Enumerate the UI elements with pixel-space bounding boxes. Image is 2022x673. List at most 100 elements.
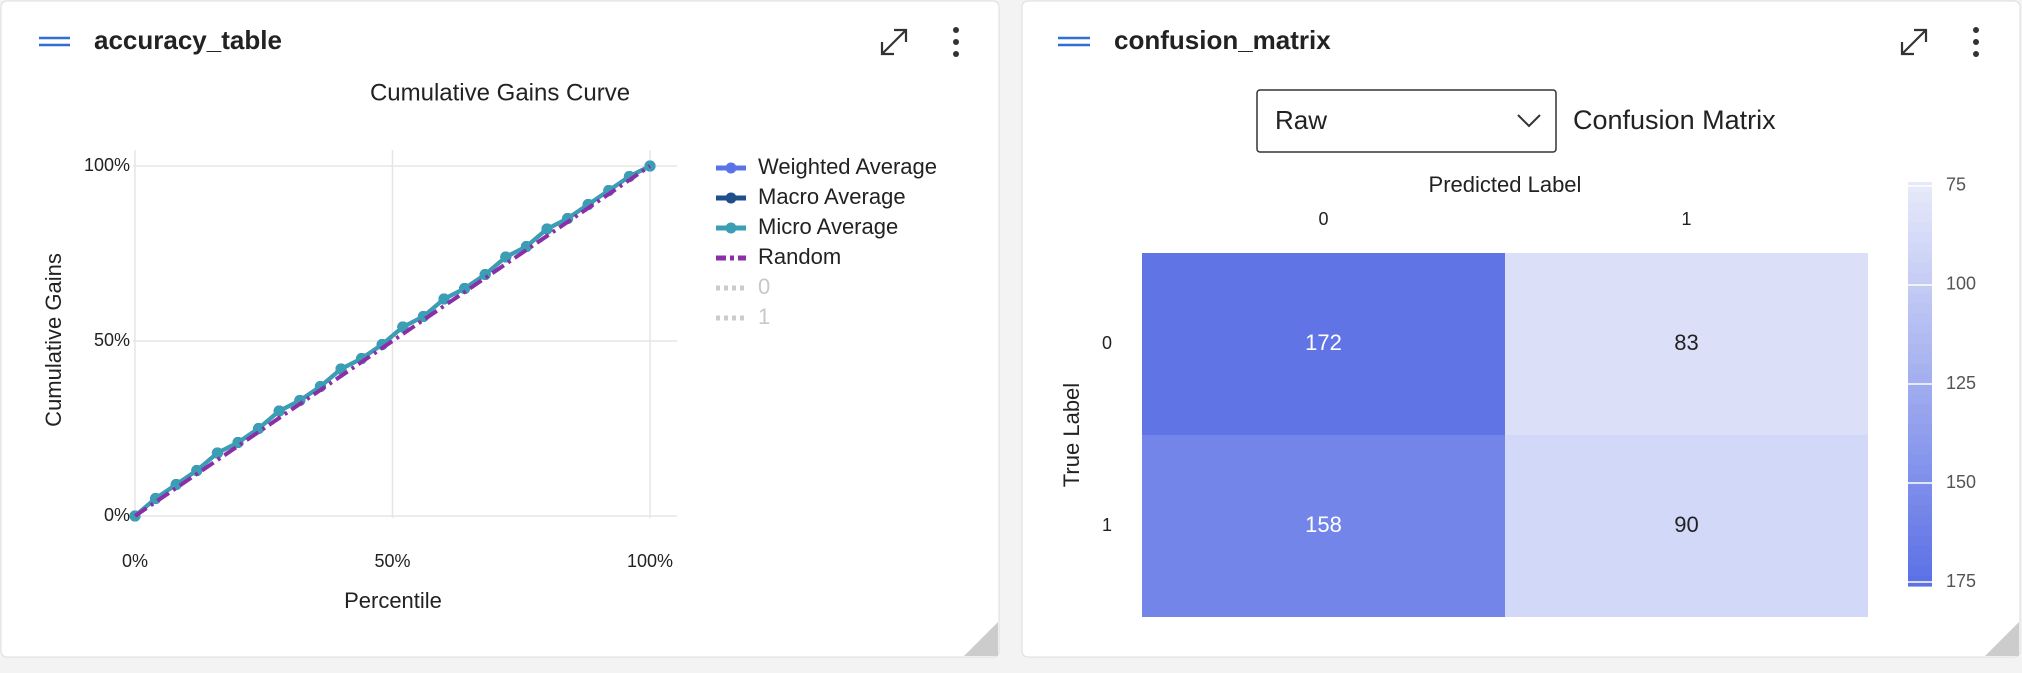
y-axis-label: Cumulative Gains	[41, 253, 66, 427]
marker	[191, 465, 203, 476]
marker	[520, 241, 532, 252]
y-tick-label: 0%	[104, 505, 130, 525]
colorbar-step	[1908, 394, 1932, 405]
colorbar-step	[1908, 535, 1932, 547]
colorbar-step	[1908, 474, 1932, 486]
legend-label: Macro Average	[758, 184, 906, 209]
legend-marker	[725, 222, 737, 234]
x-axis-label: Percentile	[344, 588, 442, 613]
x-axis-label: Predicted Label	[1429, 172, 1582, 197]
marker	[211, 447, 223, 459]
legend-marker	[725, 162, 737, 174]
drag-handle[interactable]	[1058, 36, 1090, 47]
series-line	[133, 164, 652, 518]
colorbar-step	[1908, 212, 1932, 223]
x-tick-label: 1	[1681, 209, 1691, 229]
colorbar-step	[1908, 565, 1932, 577]
colorbar-step	[1908, 262, 1932, 274]
cell-label: 158	[1305, 512, 1342, 537]
legend-label: Micro Average	[758, 214, 898, 239]
dropdown[interactable]: Raw	[1256, 89, 1557, 153]
colorbar-step	[1908, 464, 1932, 476]
heatmap-cell	[1142, 435, 1505, 617]
card-title: accuracy_table	[94, 25, 282, 55]
colorbar-step	[1908, 444, 1932, 456]
chart-title: Cumulative Gains Curve	[370, 79, 630, 106]
y-tick-label: 0	[1102, 333, 1112, 353]
y-tick-label: 100%	[84, 155, 130, 175]
marker	[541, 223, 553, 235]
legend-label: Weighted Average	[758, 154, 937, 179]
colorbar-step	[1908, 545, 1932, 557]
colorbar-step	[1908, 363, 1932, 375]
colorbar-step	[1908, 575, 1932, 587]
colorbar-step	[1908, 343, 1932, 355]
card	[0, 0, 1000, 658]
colorbar-step	[1908, 495, 1932, 506]
marker	[479, 269, 491, 280]
colorbar-step	[1908, 303, 1932, 314]
colorbar-step	[1908, 192, 1932, 203]
drag-handle[interactable]	[39, 36, 70, 47]
legend-label: Random	[758, 244, 841, 269]
cell-label: 83	[1674, 330, 1698, 355]
heatmap-cell	[1142, 253, 1505, 435]
colorbar-step	[1908, 333, 1932, 345]
colorbar-step	[1908, 182, 1932, 193]
colorbar-step	[1908, 414, 1932, 425]
colorbar-step	[1908, 424, 1932, 436]
colorbar-step	[1908, 232, 1932, 244]
x-tick-label: 0	[1318, 209, 1328, 229]
colorbar-step	[1908, 252, 1932, 264]
colorbar-step	[1908, 272, 1932, 284]
colorbar-step	[1908, 515, 1932, 526]
card-title: confusion_matrix	[1114, 25, 1331, 55]
colorbar-step	[1908, 525, 1932, 537]
marker	[459, 283, 471, 294]
more-button[interactable]	[1973, 27, 1979, 57]
colorbar-step	[1908, 454, 1932, 466]
colorbar-step	[1908, 353, 1932, 365]
x-tick-label: 0%	[122, 551, 148, 571]
y-tick-label: 50%	[94, 330, 130, 350]
legend-marker	[725, 192, 737, 204]
cell-label: 90	[1674, 512, 1698, 537]
colorbar-step	[1908, 222, 1932, 234]
colorbar-step	[1908, 555, 1932, 567]
more-button[interactable]	[953, 27, 959, 57]
x-tick-label: 100%	[627, 551, 673, 571]
colorbar-step	[1908, 404, 1932, 415]
marker	[253, 423, 265, 434]
colorbar-label: 125	[1946, 373, 1976, 393]
colorbar-label: 75	[1946, 175, 1966, 195]
legend-label: 1	[758, 304, 770, 329]
colorbar-step	[1908, 283, 1932, 294]
marker	[170, 479, 182, 490]
colorbar-step	[1908, 434, 1932, 446]
cell-label: 172	[1305, 330, 1342, 355]
y-tick-label: 1	[1102, 515, 1112, 535]
heatmap-cell	[1505, 435, 1868, 617]
colorbar-step	[1908, 373, 1932, 385]
colorbar-step	[1908, 485, 1932, 496]
colorbar-step	[1908, 323, 1932, 335]
colorbar-step	[1908, 313, 1932, 324]
expand-button[interactable]	[1900, 28, 1928, 56]
colorbar-step	[1908, 505, 1932, 516]
colorbar-step	[1908, 242, 1932, 254]
y-axis-label: True Label	[1059, 383, 1084, 487]
chart-title: Confusion Matrix	[1573, 105, 1776, 135]
x-tick-label: 50%	[374, 551, 410, 571]
expand-button[interactable]	[880, 28, 908, 56]
heatmap-cell	[1505, 253, 1868, 435]
resize-handle[interactable]	[964, 622, 998, 656]
colorbar-step	[1908, 293, 1932, 304]
dropdown-value: Raw	[1275, 105, 1327, 135]
colorbar-step	[1908, 384, 1932, 395]
marker	[273, 405, 285, 417]
colorbar-label: 150	[1946, 472, 1976, 492]
resize-handle[interactable]	[1985, 622, 2019, 656]
colorbar-label: 175	[1946, 571, 1976, 591]
